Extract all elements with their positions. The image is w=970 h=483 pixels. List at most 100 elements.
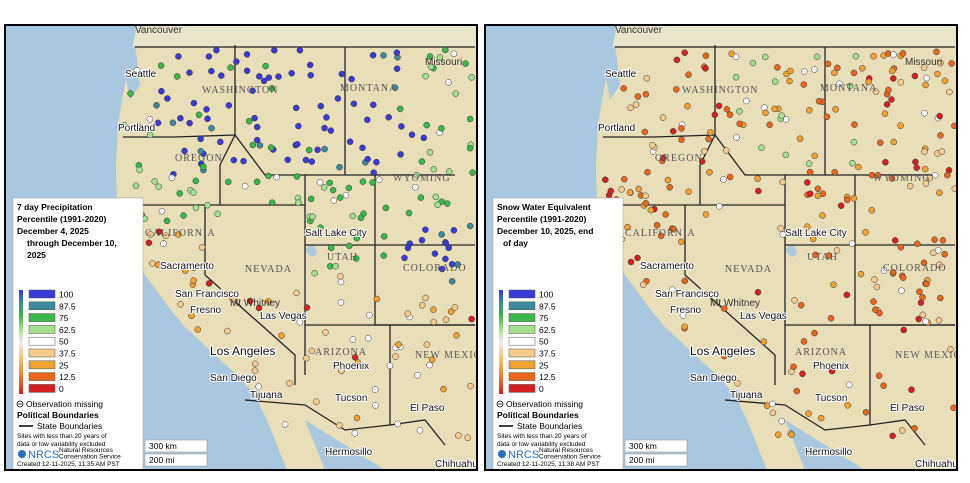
place-label: Phoenix	[333, 361, 369, 372]
observation-dot	[857, 270, 865, 278]
observation-dot	[862, 409, 870, 416]
observation-dot	[850, 195, 858, 202]
observation-dot	[806, 168, 814, 176]
observation-dot	[681, 277, 689, 285]
observation-dot	[422, 294, 429, 302]
scale-box	[624, 439, 688, 453]
place-label: Phoenix	[813, 361, 849, 372]
observation-dot	[813, 53, 821, 61]
observation-dot	[451, 304, 459, 311]
observation-dot	[430, 306, 437, 313]
observation-dot	[195, 111, 203, 119]
agency-full: Natural Resources	[59, 447, 114, 454]
observation-dot	[380, 252, 387, 259]
legend-swatch	[508, 301, 536, 311]
observation-dot	[779, 178, 786, 186]
observation-dot	[882, 159, 889, 166]
place-label: San Diego	[210, 373, 257, 384]
observation-dot	[442, 46, 449, 54]
observation-dot	[296, 319, 304, 326]
observation-dot	[626, 189, 634, 196]
observation-dot	[397, 151, 404, 158]
observation-dot	[336, 422, 343, 429]
legend-swatch	[28, 336, 56, 346]
observation-dot	[200, 163, 207, 170]
observation-dot	[468, 315, 475, 323]
observation-dot	[897, 244, 905, 251]
legend-swatch	[28, 384, 56, 393]
observation-dot	[872, 88, 880, 95]
place-label: OREGON	[655, 153, 703, 164]
observation-dot	[416, 427, 424, 434]
observation-dot	[466, 115, 474, 123]
state-boundary	[699, 45, 716, 205]
observation-dot	[627, 258, 635, 266]
observation-dot	[214, 210, 221, 218]
legend-title: December 4, 2025	[17, 226, 89, 236]
observation-dot	[936, 112, 943, 120]
observation-dot	[186, 69, 193, 76]
observation-dot	[406, 240, 414, 247]
observation-dot	[462, 60, 469, 67]
place-label: WYOMING	[393, 173, 451, 184]
created: Created 12-11-2025, 11:35 AM PST	[17, 461, 120, 468]
observation-dot	[428, 356, 436, 363]
observation-dot	[787, 67, 794, 75]
observation-dot	[897, 79, 905, 86]
observation-dot	[265, 172, 272, 180]
observation-dot	[779, 231, 787, 238]
observation-dot	[819, 212, 826, 219]
observation-dot	[175, 53, 182, 60]
observation-dot	[657, 232, 665, 240]
place-label: Sacramento	[160, 261, 214, 272]
observation-dot	[267, 144, 275, 151]
observation-dot	[162, 232, 170, 239]
observation-dot	[321, 145, 328, 153]
observation-dot	[346, 242, 353, 250]
observation-dot	[243, 51, 251, 58]
observation-dot	[464, 434, 471, 441]
observation-dot	[311, 269, 318, 277]
note: data or low variability excluded	[17, 441, 106, 448]
place-label: COLORADO	[403, 263, 467, 274]
observation-dot	[136, 166, 143, 174]
legend-swatch	[508, 348, 536, 358]
observation-dot	[466, 222, 474, 230]
place-label: MONTANA	[340, 83, 397, 94]
observation-dot	[941, 77, 949, 85]
scale-label: 300 km	[629, 441, 657, 451]
legend-label: 0	[539, 384, 544, 394]
legend-swatch	[28, 289, 56, 299]
observation-dot	[448, 278, 456, 285]
observation-dot	[307, 72, 314, 79]
observation-dot	[806, 107, 813, 114]
place-label: Vancouver	[615, 25, 663, 36]
observation-dot	[426, 53, 434, 60]
sound	[603, 45, 620, 100]
legend: 7 day Precipitation Percentile (1991-2020…	[12, 197, 144, 471]
state-label: State Boundaries	[37, 421, 102, 431]
observation-dot	[728, 50, 735, 58]
legend-label: 50	[59, 337, 69, 347]
observation-dot	[414, 371, 421, 379]
political-label: Political Boundaries	[497, 410, 579, 420]
place-label: Tijuana	[250, 390, 283, 401]
observation-dot	[855, 163, 862, 171]
observation-dot	[417, 194, 425, 201]
agency-full: Natural Resources	[539, 447, 594, 454]
place-label: Portland	[118, 123, 155, 134]
observation-dot	[163, 217, 171, 225]
observation-dot	[897, 122, 904, 129]
observation-dot	[814, 185, 822, 193]
place-label: Las Vegas	[260, 311, 307, 322]
observation-dot	[305, 146, 313, 154]
observation-dot	[732, 73, 740, 81]
observation-dot	[418, 237, 426, 244]
observation-dot	[204, 115, 211, 123]
observation-dot	[426, 361, 433, 369]
panel-border	[4, 24, 478, 471]
observation-dot	[391, 84, 399, 91]
observation-dot	[395, 341, 402, 348]
observation-dot	[771, 105, 778, 113]
observation-dot	[917, 299, 925, 306]
